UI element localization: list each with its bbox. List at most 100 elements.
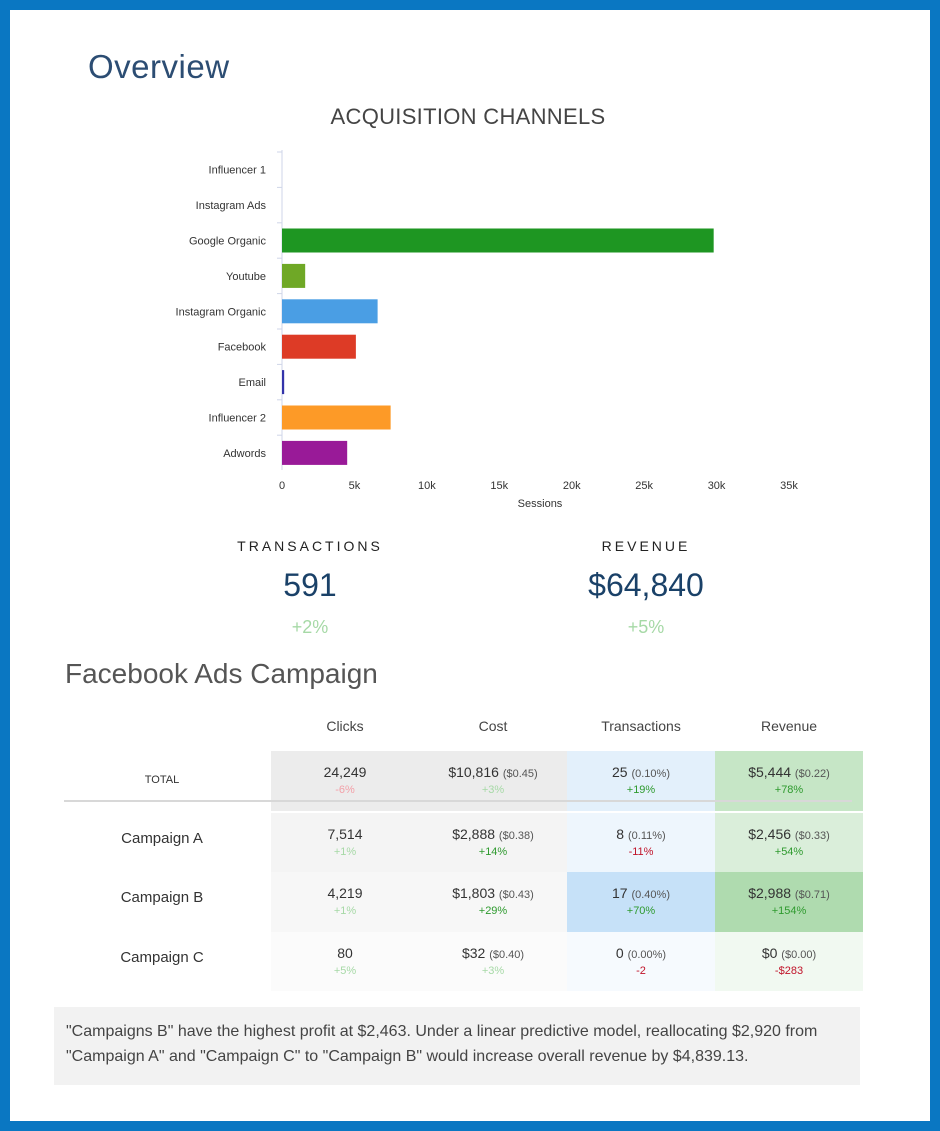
cell-value: 0 (0.00%) [615, 945, 667, 961]
cell-ratio: (0.40%) [631, 889, 670, 901]
cell-change: -6% [335, 784, 355, 796]
cell-value: $32 ($0.40) [461, 945, 525, 961]
table-cell-cost: $32 ($0.40) +3% [419, 932, 567, 991]
bar-adwords [282, 440, 348, 465]
bar-influencer-2 [282, 405, 391, 430]
revenue-kpi-value: $64,840 [588, 567, 704, 603]
x-tick-label: 25k [635, 480, 653, 492]
cell-ratio: ($0.43) [498, 889, 534, 901]
cell-value: 17 (0.40%) [612, 885, 670, 901]
category-label: Email [238, 377, 266, 389]
cell-change: +54% [774, 846, 804, 858]
x-tick-label: 5k [349, 480, 361, 492]
x-tick-label: 20k [563, 480, 581, 492]
cell-change: +78% [774, 784, 804, 796]
transactions-kpi-change: +2% [291, 617, 329, 637]
facebook-campaign-title: Facebook Ads Campaign [65, 658, 378, 689]
cell-ratio: (0.00%) [627, 949, 667, 961]
cell-value: $0 ($0.00) [761, 945, 817, 961]
cell-ratio: (0.10%) [631, 768, 670, 780]
category-label: Google Organic [189, 236, 267, 248]
category-label: Influencer 2 [209, 413, 266, 425]
cell-change: +3% [481, 784, 505, 796]
table-cell-cost: $10,816 ($0.45) +3% [419, 751, 567, 811]
cell-value: 24,249 [323, 764, 367, 780]
revenue-kpi-change: +5% [627, 617, 665, 637]
table-cell-cost: $2,888 ($0.38) +14% [419, 813, 567, 872]
x-tick-label: 10k [418, 480, 436, 492]
category-label: Adwords [223, 448, 266, 460]
cell-ratio: ($0.71) [794, 889, 830, 901]
category-label: Instagram Ads [196, 200, 267, 212]
cell-ratio: ($0.00) [781, 949, 817, 961]
cell-value: $2,456 ($0.33) [748, 826, 830, 842]
cell-value: $1,803 ($0.43) [452, 885, 534, 901]
campaign-row-label: Campaign A [121, 830, 203, 847]
total-row-label: TOTAL [144, 774, 180, 786]
table-cell-revenue: $2,456 ($0.33) +54% [715, 813, 863, 872]
acquisition-channels-chart: Influencer 1 Instagram Ads Google Organic Y… [176, 150, 798, 510]
total-row-divider [64, 800, 852, 802]
bar-google-organic [282, 228, 714, 253]
revenue-kpi-label: REVENUE [601, 538, 691, 554]
campaign-row-label: Campaign B [120, 889, 204, 906]
bar-instagram-organic [282, 299, 378, 324]
transactions-kpi-label: TRANSACTIONS [237, 538, 383, 554]
overview-title: Overview [88, 48, 230, 85]
table-cell-revenue: $5,444 ($0.22) +78% [715, 751, 863, 811]
table-cell-transactions: 25 (0.10%) +19% [567, 751, 715, 811]
column-header-revenue: Revenue [760, 718, 818, 734]
bar-youtube [282, 263, 306, 288]
table-cell-transactions: 17 (0.40%) +70% [567, 872, 715, 932]
cell-value: 8 (0.11%) [616, 826, 666, 842]
cell-change: +1% [333, 846, 357, 858]
cell-change: +29% [478, 905, 508, 917]
cell-ratio: ($0.45) [502, 768, 538, 780]
table-cell-clicks: 4,219 +1% [271, 872, 419, 932]
cell-change: -$283 [774, 965, 804, 977]
cell-ratio: ($0.40) [489, 949, 525, 961]
cell-change: +154% [771, 905, 807, 917]
category-label: Influencer 1 [209, 165, 266, 177]
table-cell-revenue: $2,988 ($0.71) +154% [715, 872, 863, 932]
column-header-transactions: Transactions [601, 718, 681, 734]
cell-value: 7,514 [327, 826, 363, 842]
table-cell-clicks: 24,249 -6% [271, 751, 419, 811]
cell-ratio: (0.11%) [627, 830, 666, 842]
insight-note: "Campaigns B" have the highest profit at… [54, 1007, 860, 1085]
bar-email [282, 370, 285, 395]
cell-change: +19% [626, 784, 656, 796]
bar-facebook [282, 334, 356, 359]
x-tick-label: 30k [708, 480, 726, 492]
cell-change: +1% [333, 905, 357, 917]
column-header-clicks: Clicks [326, 718, 364, 734]
cell-value: 4,219 [327, 885, 363, 901]
cell-value: 25 (0.10%) [612, 764, 670, 780]
cell-value: 80 [337, 945, 353, 961]
cell-ratio: ($0.22) [794, 768, 830, 780]
cell-value: $2,888 ($0.38) [452, 826, 534, 842]
category-label: Youtube [226, 271, 266, 283]
cell-value: $2,988 ($0.71) [748, 885, 830, 901]
campaign-row-label: Campaign C [120, 949, 204, 966]
cell-change: -11% [628, 846, 654, 858]
table-cell-revenue: $0 ($0.00) -$283 [715, 932, 863, 991]
table-cell-transactions: 8 (0.11%) -11% [567, 813, 715, 872]
x-tick-label: 15k [490, 480, 508, 492]
chart-title: ACQUISITION CHANNELS [330, 104, 606, 129]
category-label: Facebook [218, 342, 267, 354]
cell-value: $10,816 ($0.45) [448, 764, 538, 780]
column-header-cost: Cost [478, 718, 508, 734]
cell-ratio: ($0.38) [498, 830, 534, 842]
cell-change: +14% [478, 846, 508, 858]
table-cell-clicks: 80 +5% [271, 932, 419, 991]
cell-value: $5,444 ($0.22) [748, 764, 830, 780]
cell-ratio: ($0.33) [794, 830, 830, 842]
x-axis-label: Sessions [518, 498, 563, 510]
table-cell-cost: $1,803 ($0.43) +29% [419, 872, 567, 932]
category-label: Instagram Organic [176, 306, 267, 318]
cell-change: -2 [636, 965, 646, 977]
cell-change: +70% [626, 905, 656, 917]
cell-change: +3% [481, 965, 505, 977]
table-cell-transactions: 0 (0.00%) -2 [567, 932, 715, 991]
